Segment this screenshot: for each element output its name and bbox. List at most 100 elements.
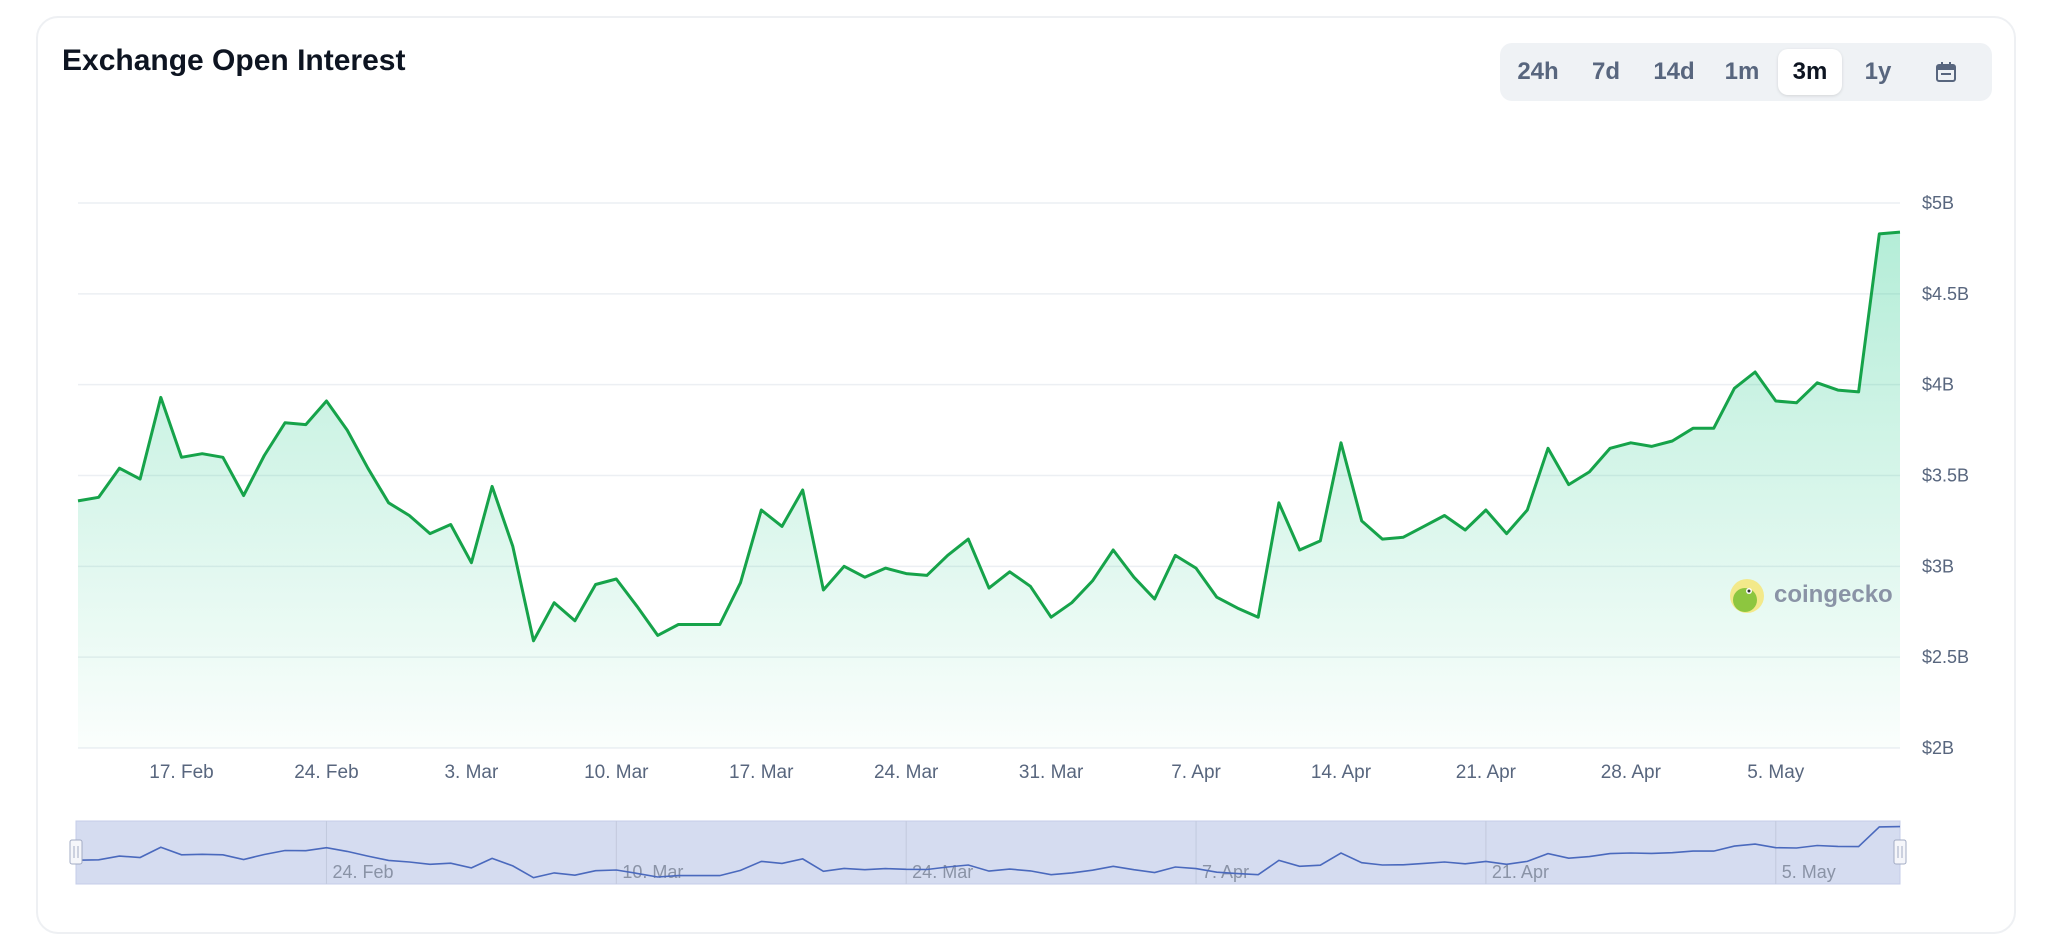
- data-point: [738, 580, 744, 586]
- data-point: [593, 582, 599, 588]
- data-point: [717, 622, 723, 628]
- calendar-button[interactable]: [1914, 49, 1978, 95]
- data-point: [1235, 605, 1241, 611]
- data-point: [634, 603, 640, 609]
- data-point: [75, 498, 81, 504]
- y-tick-label: $4B: [1922, 375, 1954, 395]
- x-tick-label: 3. Mar: [444, 762, 499, 783]
- range-1m-button[interactable]: 1m: [1710, 49, 1774, 95]
- calendar-icon: [1935, 61, 1957, 83]
- y-tick-label: $3B: [1922, 556, 1954, 576]
- data-point: [1752, 369, 1758, 375]
- watermark-text: coingecko: [1774, 581, 1893, 608]
- data-point: [903, 571, 909, 577]
- data-point: [1152, 596, 1158, 602]
- data-point: [427, 531, 433, 537]
- range-24h-button[interactable]: 24h: [1506, 49, 1570, 95]
- x-tick-label: 10. Mar: [584, 762, 649, 783]
- data-point: [137, 476, 143, 482]
- data-point: [883, 565, 889, 571]
- x-axis: 17. Feb 24. Feb 3. Mar 10. Mar 17. Mar 24. Ma…: [149, 762, 1804, 783]
- data-point: [1856, 389, 1862, 395]
- data-point: [531, 638, 537, 644]
- chart-title: Exchange Open Interest: [62, 44, 406, 77]
- x-tick-label: 17. Feb: [149, 762, 213, 783]
- range-14d-button[interactable]: 14d: [1642, 49, 1706, 95]
- y-axis: $2B $2.5B $3B $3.5B $4B $4.5B $5B: [1922, 193, 1969, 758]
- x-tick-label: 21. Apr: [1456, 762, 1517, 783]
- data-point: [282, 420, 288, 426]
- data-point: [1007, 569, 1013, 575]
- gecko-logo-icon: [1730, 579, 1764, 613]
- data-point: [220, 454, 226, 460]
- time-range-selector: 24h 7d 14d 1m 3m 1y: [1500, 43, 1992, 101]
- series-area: [78, 232, 1900, 749]
- data-point: [1814, 380, 1820, 386]
- data-point: [1255, 614, 1261, 620]
- data-point: [655, 632, 661, 638]
- data-point: [241, 493, 247, 499]
- data-point: [1897, 229, 1903, 235]
- data-point: [1069, 600, 1075, 606]
- data-point: [613, 576, 619, 582]
- data-point: [1649, 443, 1655, 449]
- data-point: [1545, 445, 1551, 451]
- data-point: [1110, 547, 1116, 553]
- data-point: [1317, 538, 1323, 544]
- data-point: [1690, 425, 1696, 431]
- navigator-series: [77, 825, 1901, 879]
- x-tick-label: 28. Apr: [1601, 762, 1662, 783]
- data-point: [758, 507, 764, 513]
- navigator-tick-label: 21. Apr: [1492, 862, 1549, 882]
- data-point: [365, 465, 371, 471]
- data-point: [1462, 527, 1468, 533]
- data-point: [1669, 438, 1675, 444]
- data-point: [1607, 445, 1613, 451]
- y-tick-label: $2B: [1922, 738, 1954, 758]
- x-tick-label: 24. Mar: [874, 762, 939, 783]
- data-point: [158, 394, 164, 400]
- data-point: [1048, 614, 1054, 620]
- coingecko-watermark: coingecko: [1730, 579, 1893, 613]
- navigator[interactable]: 24. Feb 10. Mar 24. Mar 7. Apr 21. Apr 5. May: [69, 820, 1907, 885]
- data-point: [344, 427, 350, 433]
- navigator-ticks: 24. Feb 10. Mar 24. Mar 7. Apr 21. Apr 5. May: [325, 821, 1836, 884]
- navigator-left-handle[interactable]: [69, 839, 83, 865]
- data-point: [1172, 552, 1178, 558]
- series-line: [77, 230, 1901, 643]
- data-point: [489, 483, 495, 489]
- data-point: [1131, 574, 1137, 580]
- data-point: [324, 398, 330, 404]
- data-point: [841, 563, 847, 569]
- data-point: [1628, 440, 1634, 446]
- x-tick-label: 17. Mar: [729, 762, 794, 783]
- range-3m-button[interactable]: 3m: [1778, 49, 1842, 95]
- data-point: [116, 465, 122, 471]
- data-point: [1442, 513, 1448, 519]
- data-point: [1090, 578, 1096, 584]
- data-point: [965, 536, 971, 542]
- navigator-right-handle[interactable]: [1893, 839, 1907, 865]
- data-point: [551, 600, 557, 606]
- data-point: [406, 513, 412, 519]
- y-tick-label: $3.5B: [1922, 466, 1969, 486]
- range-7d-button[interactable]: 7d: [1574, 49, 1638, 95]
- data-point: [945, 552, 951, 558]
- x-tick-label: 31. Mar: [1019, 762, 1084, 783]
- data-point: [675, 622, 681, 628]
- data-point: [1524, 507, 1530, 513]
- data-point: [96, 494, 102, 500]
- y-tick-label: $4.5B: [1922, 284, 1969, 304]
- data-point: [1297, 547, 1303, 553]
- navigator-tick-label: 5. May: [1782, 862, 1836, 882]
- range-1y-button[interactable]: 1y: [1846, 49, 1910, 95]
- x-tick-label: 24. Feb: [294, 762, 358, 783]
- y-tick-label: $2.5B: [1922, 647, 1969, 667]
- data-point: [1773, 398, 1779, 404]
- navigator-window[interactable]: [75, 820, 1901, 885]
- data-point: [572, 618, 578, 624]
- data-point: [179, 454, 185, 460]
- data-point: [448, 522, 454, 528]
- data-point: [779, 523, 785, 529]
